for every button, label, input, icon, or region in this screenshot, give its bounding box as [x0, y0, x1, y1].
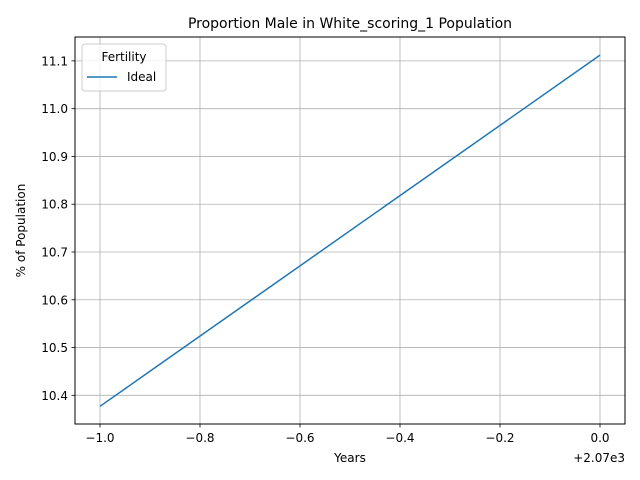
x-tick-label: −0.8	[185, 431, 214, 445]
x-tick-label: −0.6	[285, 431, 314, 445]
x-tick-label: −0.2	[485, 431, 514, 445]
x-tick-label: −1.0	[85, 431, 114, 445]
chart-title: Proportion Male in White_scoring_1 Popul…	[188, 16, 512, 32]
y-tick-label: 10.4	[41, 389, 68, 403]
y-axis-label: % of Population	[14, 184, 28, 278]
y-tick-label: 11.0	[41, 102, 68, 116]
y-tick-label: 10.6	[41, 293, 68, 307]
x-tick-label: 0.0	[590, 431, 609, 445]
series-line-ideal	[99, 54, 601, 407]
series-layer	[99, 54, 601, 407]
y-tick-label: 10.9	[41, 150, 68, 164]
y-axis-ticks: 10.4 10.5 10.6 10.7 10.8 10.9 11.0 11.1	[41, 54, 75, 403]
legend-entry-ideal: Ideal	[127, 70, 156, 84]
legend: Fertility Ideal	[81, 43, 167, 92]
x-axis-label: Years	[333, 451, 366, 465]
x-axis-offset-label: +2.07e3	[573, 451, 625, 465]
y-tick-label: 10.8	[41, 198, 68, 212]
y-tick-label: 10.5	[41, 341, 68, 355]
plot-area-frame	[74, 36, 626, 425]
x-axis-ticks: −1.0 −0.8 −0.6 −0.4 −0.2 0.0	[85, 424, 610, 445]
legend-title: Fertility	[101, 50, 146, 64]
y-tick-label: 11.1	[41, 54, 68, 68]
legend-box	[81, 43, 167, 92]
x-tick-label: −0.4	[385, 431, 414, 445]
y-tick-label: 10.7	[41, 246, 68, 260]
gridlines	[75, 37, 625, 424]
